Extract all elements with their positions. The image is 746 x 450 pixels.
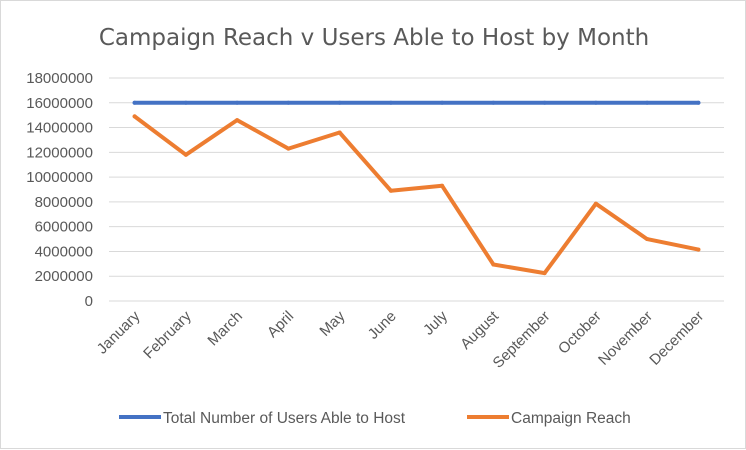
data-point bbox=[183, 152, 188, 157]
data-point bbox=[593, 201, 598, 206]
data-point bbox=[388, 188, 393, 193]
data-point bbox=[337, 130, 342, 135]
data-point bbox=[235, 118, 240, 123]
data-point bbox=[388, 100, 393, 105]
legend-label: Total Number of Users Able to Host bbox=[163, 410, 406, 427]
data-point bbox=[491, 262, 496, 267]
x-tick-label: June bbox=[365, 308, 400, 343]
data-point bbox=[337, 100, 342, 105]
legend-label: Campaign Reach bbox=[511, 410, 631, 427]
data-point bbox=[645, 100, 650, 105]
data-point bbox=[645, 237, 650, 242]
data-point bbox=[440, 183, 445, 188]
data-point bbox=[593, 100, 598, 105]
x-tick-label: August bbox=[457, 307, 503, 353]
x-tick-label: May bbox=[316, 307, 348, 339]
data-point bbox=[696, 100, 701, 105]
data-point bbox=[542, 271, 547, 276]
data-point bbox=[235, 100, 240, 105]
y-tick-label: 10000000 bbox=[26, 169, 93, 186]
y-tick-label: 8000000 bbox=[35, 194, 93, 211]
legend: Total Number of Users Able to Host Campai… bbox=[119, 410, 631, 427]
chart-title: Campaign Reach v Users Able to Host by M… bbox=[99, 25, 649, 51]
x-tick-label: July bbox=[420, 307, 451, 338]
data-point bbox=[286, 146, 291, 151]
x-tick-label: November bbox=[595, 308, 656, 369]
x-tick-label: March bbox=[204, 308, 245, 349]
y-tick-label: 14000000 bbox=[26, 120, 93, 137]
data-point bbox=[183, 100, 188, 105]
y-tick-label: 0 bbox=[85, 293, 93, 310]
data-point bbox=[286, 100, 291, 105]
y-tick-label: 16000000 bbox=[26, 95, 93, 112]
y-tick-label: 12000000 bbox=[26, 144, 93, 161]
x-tick-label: February bbox=[140, 307, 195, 362]
data-point bbox=[542, 100, 547, 105]
x-tick-label: October bbox=[555, 308, 605, 358]
y-tick-label: 18000000 bbox=[26, 70, 93, 87]
series-lines bbox=[132, 100, 701, 276]
data-point bbox=[491, 100, 496, 105]
x-tick-label: April bbox=[264, 308, 297, 341]
y-tick-label: 6000000 bbox=[35, 219, 93, 236]
y-tick-label: 4000000 bbox=[35, 243, 93, 260]
data-point bbox=[132, 114, 137, 119]
y-tick-label: 2000000 bbox=[35, 268, 93, 285]
data-point bbox=[696, 247, 701, 252]
x-tick-label: December bbox=[646, 308, 707, 369]
series-line-campaign-reach bbox=[132, 114, 701, 276]
y-axis-tick-labels: 0 2000000 4000000 6000000 8000000 10000000 120… bbox=[26, 70, 93, 310]
data-point bbox=[440, 100, 445, 105]
data-point bbox=[132, 100, 137, 105]
x-tick-label: January bbox=[94, 307, 144, 357]
